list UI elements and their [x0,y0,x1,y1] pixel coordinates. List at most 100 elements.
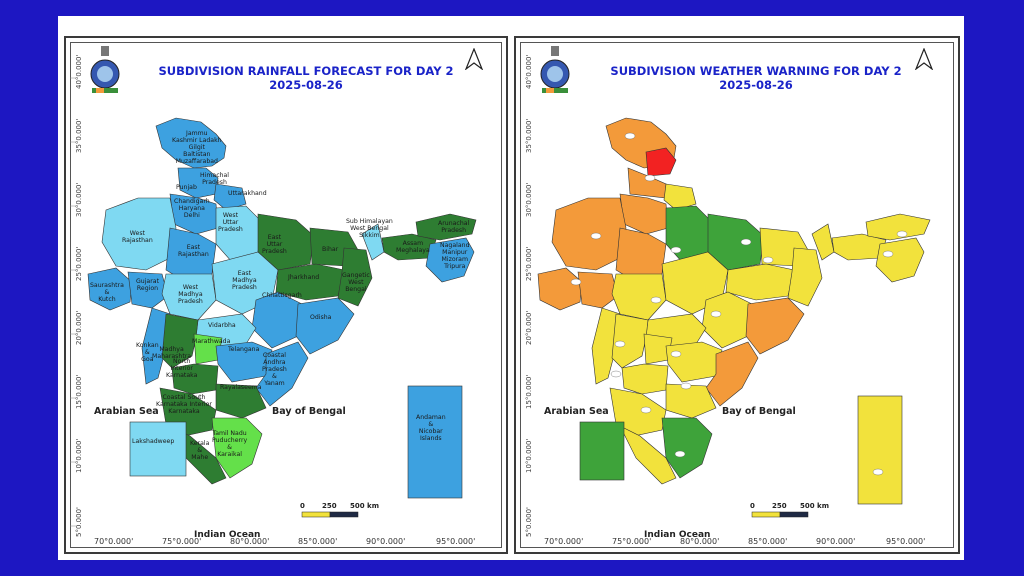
rainfall-title-line1: SUBDIVISION RAINFALL FORECAST FOR DAY 2 [158,64,454,78]
indian-ocean-label: Indian Ocean [194,530,261,540]
region-label-wmp: West Madhya Pradesh [178,284,203,305]
map-region-gwb [337,247,373,307]
rainfall-forecast-panel: SUBDIVISION RAINFALL FORECAST FOR DAY 2 … [64,36,508,554]
scale-zero: 0 [300,502,305,510]
scale-zero: 0 [750,502,755,510]
lat-label: 5°0.000' [75,507,83,537]
warn-region-ray [665,383,717,419]
region-label-chh: Chhattisgarh [262,292,302,299]
lat-label: 20°0.000' [75,310,83,345]
map-region-konkan [141,307,171,385]
region-label-mar: Marathwada [192,338,231,345]
warning-map-frame [520,42,954,548]
lat-label: 40°0.000' [525,54,533,89]
scale-bar-segment-1 [301,511,331,518]
region-label-tel: Telangana [228,346,260,353]
lon-label: 95°0.000' [886,537,926,546]
lon-label: 90°0.000' [366,537,406,546]
warn-region-odisha [745,297,805,355]
lat-label: 35°0.000' [525,118,533,153]
region-label-cka: Coastal South Karnataka Interior Karnataka [156,394,212,415]
map-region-guj [127,271,169,309]
warn-region-cap [705,341,759,407]
map-region-saur [87,267,133,311]
warn-region-an [857,395,903,505]
bay-of-bengal-label: Bay of Bengal [722,406,796,417]
scale-bar-segment-1 [751,511,781,518]
indian-ocean-label: Indian Ocean [644,530,711,540]
region-label-assam: Assam Meghalaya [396,240,430,254]
region-label-hp: Himachal Pradesh [200,172,230,186]
map-region-jhar [275,263,345,301]
arabian-sea-label: Arabian Sea [544,406,609,417]
lon-label: 75°0.000' [612,537,652,546]
rainfall-map-svg [70,77,477,527]
lon-label: 95°0.000' [436,537,476,546]
region-label-kerala: Kerala & Mahe [190,440,210,461]
lat-label: 5°0.000' [525,507,533,537]
region-label-lak: Lakshadweep [132,438,175,445]
region-label-arunachal: Arunachal Pradesh [438,220,470,234]
region-label-nik: North Interior Karnataka [166,358,198,379]
region-label-an: Andaman & Nicobar Islands [416,414,446,442]
map-region-lak [129,421,187,477]
warning-title: SUBDIVISION WEATHER WARNING FOR DAY 2 20… [596,64,916,92]
warning-title-line2: 2025-08-26 [719,78,793,92]
region-label-odisha: Odisha [310,314,332,321]
region-label-eraj: East Rajasthan [178,244,209,258]
region-label-konkan: Konkan & Goa [136,342,159,363]
map-region-cap [255,341,309,407]
warn-region-lak [579,421,625,481]
region-label-nmmt: Nagaland Manipur Mizoram Tripura [440,242,470,270]
map-region-mmh [161,313,199,369]
warn-region-konkan [591,307,621,385]
map-region-jk [155,117,227,169]
warn-region-arunachal [865,213,931,241]
region-label-vid: Vidarbha [208,322,236,329]
imd-emblem-icon [90,46,120,93]
region-label-saur: Saurashtra & Kutch [90,282,124,303]
scale-mid: 250 [772,502,787,510]
warning-map-svg [537,117,931,518]
scale-end: 500 km [350,502,379,510]
region-label-eup: East Uttar Pradesh [262,234,287,255]
lon-label: 85°0.000' [298,537,338,546]
arabian-sea-label: Arabian Sea [94,406,159,417]
region-label-wraj: West Rajasthan [122,230,153,244]
lat-label: 10°0.000' [525,438,533,473]
warn-region-jhar [725,263,795,301]
warn-region-chd [619,193,669,235]
warn-region-guj [577,271,619,309]
lat-label: 30°0.000' [525,182,533,217]
bay-of-bengal-label: Bay of Bengal [272,406,346,417]
region-label-bihar: Bihar [322,246,339,253]
region-label-uk: Uttarakhand [228,190,267,197]
map-region-arunachal [415,213,477,241]
lat-label: 15°0.000' [75,374,83,409]
scale-mid: 250 [322,502,337,510]
map-region-ray [215,383,267,419]
region-label-mmh: Madhya Maharashtra [152,346,192,360]
warn-region-wraj [551,197,627,271]
map-region-odisha [295,297,355,355]
region-label-guj: Gujarat Region [136,278,159,292]
warn-region-tel [665,341,723,383]
region-label-shwb: Sub Himalayan West Bengal Sikkim [346,218,393,239]
rainfall-title-line2: 2025-08-26 [269,78,343,92]
region-label-jhar: Jharkhand [288,274,320,281]
lat-label: 15°0.000' [525,374,533,409]
lon-label: 80°0.000' [680,537,720,546]
map-region-nmmt [425,237,475,283]
lat-label: 40°0.000' [75,54,83,89]
warn-region-hp [645,147,677,177]
region-label-emp: East Madhya Pradesh [232,270,257,291]
lon-label: 90°0.000' [816,537,856,546]
rainfall-map-frame [70,42,502,548]
thunderstorm-icons [570,132,908,476]
north-arrow-icon [464,48,484,70]
region-label-tn: Tamil Nadu Puducherry & Karaikal [212,430,248,458]
region-label-wup: West Uttar Pradesh [218,212,243,233]
warn-region-kerala [619,425,677,485]
north-arrow-icon [914,48,934,70]
region-label-ray: Rayalaseema [220,384,262,391]
